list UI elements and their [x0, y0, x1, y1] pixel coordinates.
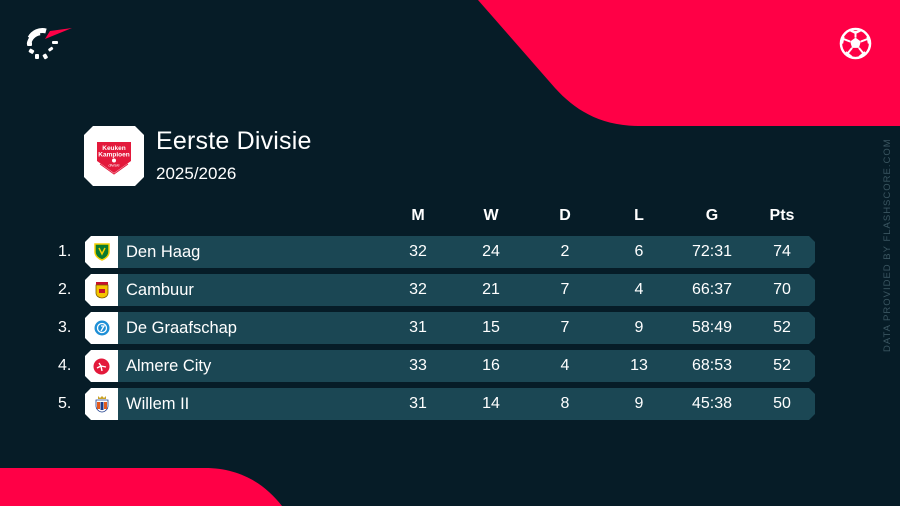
goals: 66:37 — [691, 281, 733, 298]
column-header-losses: L — [634, 207, 644, 224]
flashscore-logo-icon — [26, 28, 72, 60]
matches: 32 — [409, 281, 427, 298]
column-header-points: Pts — [769, 207, 795, 224]
column-header-goals: G — [705, 207, 719, 224]
row-background — [85, 236, 815, 268]
team-name[interactable]: Almere City — [126, 357, 212, 375]
logo-text-line1: Keuken — [102, 145, 126, 152]
de-graafschap-crest-icon — [94, 320, 109, 336]
draws: 2 — [560, 243, 570, 260]
den-haag-crest-icon — [93, 243, 110, 261]
team-badge — [85, 312, 118, 344]
almere-city-crest-icon — [93, 358, 110, 374]
points: 52 — [773, 357, 791, 374]
table-row[interactable]: 2. Cambuur 32 21 7 4 66:37 70 — [0, 274, 900, 306]
team-badge — [85, 236, 118, 268]
logo-text-line3: divisie — [108, 163, 120, 168]
points: 50 — [773, 395, 791, 412]
team-name[interactable]: De Graafschap — [126, 319, 237, 337]
column-header-wins: W — [483, 207, 499, 224]
bottom-accent-shape — [0, 468, 282, 506]
table-row[interactable]: 4. Almere City 33 16 4 13 68:53 52 — [0, 350, 900, 382]
rank: 4. — [58, 357, 72, 374]
points: 70 — [773, 281, 791, 298]
goals: 58:49 — [691, 319, 733, 336]
wins: 14 — [482, 395, 500, 412]
rank: 2. — [58, 281, 72, 298]
matches: 31 — [409, 395, 427, 412]
points: 74 — [773, 243, 791, 260]
league-logo: Keuken Kampioen divisie — [84, 126, 144, 186]
table-row[interactable]: 5. Willem II 31 14 8 9 45:38 50 — [0, 388, 900, 420]
row-background — [85, 350, 815, 382]
row-background — [85, 312, 815, 344]
row-background — [85, 274, 815, 306]
draws: 7 — [560, 281, 570, 298]
row-background — [85, 388, 815, 420]
goals: 72:31 — [691, 243, 733, 260]
matches: 31 — [409, 319, 427, 336]
draws: 7 — [560, 319, 570, 336]
goals: 68:53 — [691, 357, 733, 374]
wins: 16 — [482, 357, 500, 374]
team-name[interactable]: Willem II — [126, 395, 190, 413]
willem-ii-crest-icon — [95, 396, 108, 413]
losses: 9 — [634, 319, 644, 336]
draws: 4 — [560, 357, 570, 374]
losses: 6 — [634, 243, 644, 260]
football-icon — [839, 27, 872, 60]
top-accent-shape — [478, 0, 900, 126]
wins: 21 — [482, 281, 500, 298]
losses: 13 — [630, 357, 648, 374]
team-badge — [85, 388, 118, 420]
rank: 5. — [58, 395, 72, 412]
team-badge — [85, 274, 118, 306]
team-name[interactable]: Cambuur — [126, 281, 194, 299]
rank: 3. — [58, 319, 72, 336]
matches: 32 — [409, 243, 427, 260]
wins: 24 — [482, 243, 500, 260]
goals: 45:38 — [691, 395, 733, 412]
matches: 33 — [409, 357, 427, 374]
keuken-kampioen-divisie-logo-icon: Keuken Kampioen divisie — [97, 142, 131, 175]
logo-text-line2: Kampioen — [98, 152, 129, 159]
draws: 8 — [560, 395, 570, 412]
cambuur-crest-icon — [95, 282, 108, 299]
league-season: 2025/2026 — [156, 164, 237, 183]
column-header-matches: M — [411, 207, 425, 224]
league-title: Eerste Divisie — [156, 127, 312, 155]
losses: 4 — [634, 281, 644, 298]
team-badge — [85, 350, 118, 382]
rank: 1. — [58, 243, 72, 260]
wins: 15 — [482, 319, 500, 336]
table-row[interactable]: 3. De Graafschap 31 15 7 9 58:49 52 — [0, 312, 900, 344]
table-row[interactable]: 1. Den Haag 32 24 2 6 72:31 74 — [0, 236, 900, 268]
team-name[interactable]: Den Haag — [126, 243, 201, 261]
losses: 9 — [634, 395, 644, 412]
column-header-draws: D — [559, 207, 571, 224]
points: 52 — [773, 319, 791, 336]
